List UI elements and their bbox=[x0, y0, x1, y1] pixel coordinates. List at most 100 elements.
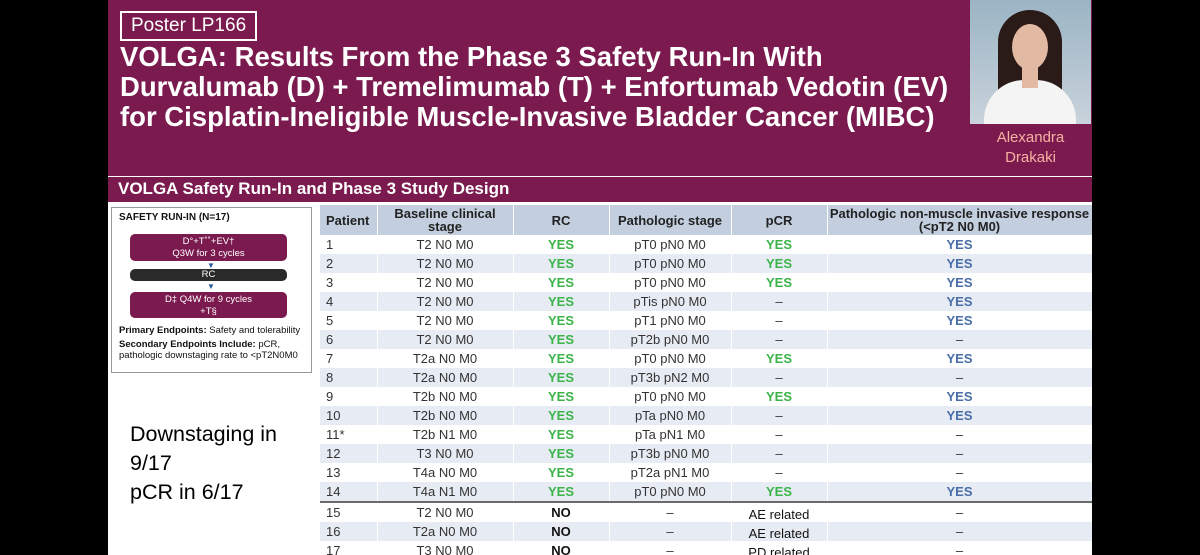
pcr-cell: – bbox=[731, 406, 828, 425]
baseline-stage-cell: T3 N0 M0 bbox=[377, 541, 514, 555]
pcr-cell: YES bbox=[731, 273, 828, 292]
table-row: 9 T2b N0 M0 YES pT0 pN0 M0 YES YES bbox=[320, 387, 1092, 406]
pcr-cell: – bbox=[731, 463, 828, 482]
table-row: 4 T2 N0 M0 YES pTis pN0 M0– YES bbox=[320, 292, 1092, 311]
pcr-cell: AE related bbox=[731, 522, 828, 541]
baseline-stage-cell: T2a N0 M0 bbox=[377, 349, 514, 368]
pcr-cell: YES bbox=[731, 349, 828, 368]
table-row: 17 T3 N0 M0 NO – PD related – bbox=[320, 541, 1092, 555]
baseline-stage-cell: T4a N1 M0 bbox=[377, 482, 514, 502]
poster-header: Poster LP166 VOLGA: Results From the Pha… bbox=[108, 0, 1092, 176]
patient-cell: 7 bbox=[320, 349, 378, 368]
rc-cell: NO bbox=[513, 541, 610, 555]
pcr-cell: YES bbox=[731, 482, 828, 502]
response-cell: YES bbox=[827, 311, 1092, 330]
pathologic-stage-cell: pT1 pN0 M0 bbox=[609, 311, 732, 330]
patient-cell: 11* bbox=[320, 425, 378, 444]
pathologic-stage-cell: pT3b pN0 M0 bbox=[609, 444, 732, 463]
col-header-patient: Patient bbox=[320, 205, 378, 235]
rc-cell: NO bbox=[513, 522, 610, 541]
secondary-text: pCR, pathologic downstaging rate to <pT2… bbox=[119, 339, 298, 361]
response-cell: YES bbox=[827, 482, 1092, 502]
rc-cell: YES bbox=[513, 406, 610, 425]
section-title: VOLGA Safety Run-In and Phase 3 Study De… bbox=[118, 179, 510, 198]
photo-neck bbox=[1022, 66, 1038, 88]
baseline-stage-cell: T2 N0 M0 bbox=[377, 254, 514, 273]
table-row: 16 T2a N0 M0 NO – AE related – bbox=[320, 522, 1092, 541]
secondary-label: Secondary Endpoints Include: bbox=[119, 339, 256, 350]
pathologic-stage-cell: pT0 pN0 M0 bbox=[609, 254, 732, 273]
endpoints: Primary Endpoints: Safety and tolerabili… bbox=[119, 325, 309, 361]
response-cell: – bbox=[827, 368, 1092, 387]
poster-title: VOLGA: Results From the Phase 3 Safety R… bbox=[120, 41, 949, 132]
baseline-stage-cell: T2 N0 M0 bbox=[377, 311, 514, 330]
pathologic-stage-cell: pT0 pN0 M0 bbox=[609, 349, 732, 368]
response-cell: YES bbox=[827, 349, 1092, 368]
table-row: 5 T2 N0 M0 YES pT1 pN0 M0– YES bbox=[320, 311, 1092, 330]
pcr-cell: – bbox=[731, 292, 828, 311]
patient-cell: 9 bbox=[320, 387, 378, 406]
response-cell: – bbox=[827, 522, 1092, 541]
presenter-first-name: Alexandra bbox=[996, 129, 1065, 146]
arrow-down-icon: ▼ bbox=[207, 261, 215, 270]
table-row: 1 T2 N0 M0 YES pT0 pN0 M0 YES YES bbox=[320, 235, 1092, 254]
rc-cell: YES bbox=[513, 330, 610, 349]
pcr-cell: PD related bbox=[731, 541, 828, 555]
rc-cell: YES bbox=[513, 235, 610, 254]
table-row: 3 T2 N0 M0 YES pT0 pN0 M0 YES YES bbox=[320, 273, 1092, 292]
response-cell: – bbox=[827, 425, 1092, 444]
patient-cell: 5 bbox=[320, 311, 378, 330]
response-cell: YES bbox=[827, 406, 1092, 425]
rc-cell: YES bbox=[513, 349, 610, 368]
patient-cell: 16 bbox=[320, 522, 378, 541]
patient-cell: 8 bbox=[320, 368, 378, 387]
pcr-cell: YES bbox=[731, 235, 828, 254]
pathologic-stage-cell: pTa pN0 M0 bbox=[609, 406, 732, 425]
design-step-induction: D°+T˚˚+EV† Q3W for 3 cycles bbox=[130, 234, 287, 261]
col-header-baseline-stage: Baseline clinical stage bbox=[377, 205, 514, 235]
pathologic-stage-cell: pT0 pN0 M0 bbox=[609, 273, 732, 292]
section-bar: VOLGA Safety Run-In and Phase 3 Study De… bbox=[108, 176, 1092, 202]
patient-cell: 10 bbox=[320, 406, 378, 425]
patient-cell: 4 bbox=[320, 292, 378, 311]
study-design-box: SAFETY RUN-IN (N=17) D°+T˚˚+EV† Q3W for … bbox=[111, 207, 312, 373]
induction-schedule: Q3W for 3 cycles bbox=[172, 247, 245, 259]
pcr-cell: – bbox=[731, 311, 828, 330]
pcr-cell: – bbox=[731, 330, 828, 349]
presenter-photo bbox=[970, 0, 1091, 124]
response-cell: YES bbox=[827, 387, 1092, 406]
design-step-adjuvant: D‡ Q4W for 9 cycles +T§ bbox=[130, 292, 287, 318]
response-cell: – bbox=[827, 444, 1092, 463]
pcr-cell: – bbox=[731, 425, 828, 444]
table-row: 12 T3 N0 M0 YES pT3b pN0 M0– – bbox=[320, 444, 1092, 463]
patient-cell: 3 bbox=[320, 273, 378, 292]
photo-face bbox=[1012, 24, 1048, 70]
col-header-pathologic-stage: Pathologic stage bbox=[609, 205, 732, 235]
rc-cell: YES bbox=[513, 387, 610, 406]
presenter-name: Alexandra Drakaki bbox=[970, 128, 1091, 168]
summary-line: Downstaging in bbox=[130, 422, 278, 446]
primary-label: Primary Endpoints: bbox=[119, 325, 207, 336]
col-header-response: Pathologic non-muscle invasive response … bbox=[827, 205, 1092, 235]
results-table: Patient Baseline clinical stage RC Patho… bbox=[320, 205, 1092, 555]
rc-cell: YES bbox=[513, 311, 610, 330]
design-header: SAFETY RUN-IN (N=17) bbox=[119, 212, 230, 223]
baseline-stage-cell: T3 N0 M0 bbox=[377, 444, 514, 463]
rc-cell: YES bbox=[513, 482, 610, 502]
response-cell: – bbox=[827, 330, 1092, 349]
table-row: 8 T2a N0 M0 YES pT3b pN2 M0– – bbox=[320, 368, 1092, 387]
col-header-rc: RC bbox=[513, 205, 610, 235]
response-cell: YES bbox=[827, 292, 1092, 311]
patient-cell: 13 bbox=[320, 463, 378, 482]
baseline-stage-cell: T2b N0 M0 bbox=[377, 406, 514, 425]
pcr-cell: YES bbox=[731, 254, 828, 273]
primary-endpoints: Primary Endpoints: Safety and tolerabili… bbox=[119, 325, 309, 336]
baseline-stage-cell: T2 N0 M0 bbox=[377, 292, 514, 311]
poster-tag: Poster LP166 bbox=[120, 11, 258, 41]
rc-cell: YES bbox=[513, 444, 610, 463]
patient-cell: 14 bbox=[320, 482, 378, 502]
design-step-rc: RC bbox=[130, 269, 287, 281]
baseline-stage-cell: T2 N0 M0 bbox=[377, 330, 514, 349]
poster-slide: Poster LP166 VOLGA: Results From the Pha… bbox=[108, 0, 1092, 555]
patient-cell: 6 bbox=[320, 330, 378, 349]
